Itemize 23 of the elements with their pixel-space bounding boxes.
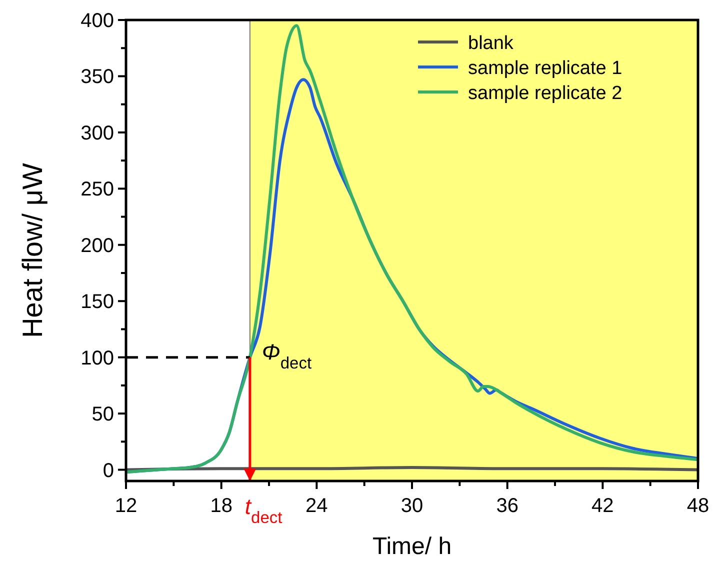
x-tick-label: 24 xyxy=(306,495,328,517)
x-axis-title: Time/ h xyxy=(372,533,452,560)
y-tick-label: 100 xyxy=(80,347,114,370)
y-tick-label: 300 xyxy=(80,122,114,144)
y-tick-label: 0 xyxy=(102,460,114,482)
y-tick-label: 50 xyxy=(92,404,114,426)
y-tick-label: 400 xyxy=(80,10,114,32)
x-tick-label: 36 xyxy=(496,495,518,517)
y-tick-label: 150 xyxy=(80,291,114,314)
y-axis-title: Heat flow/ μW xyxy=(17,162,48,338)
x-tick-label: 30 xyxy=(400,495,424,517)
legend-label: sample replicate 1 xyxy=(468,58,622,79)
x-tick-label: 18 xyxy=(210,495,232,517)
legend-label: sample replicate 2 xyxy=(468,83,622,104)
ref-line-label: t$_{dect}$ xyxy=(244,494,283,527)
ref-line-label: Φ$_{dect}$ xyxy=(262,339,312,372)
y-tick-label: 200 xyxy=(80,234,114,257)
x-tick-label: 48 xyxy=(686,495,710,517)
x-tick-label: 12 xyxy=(114,495,138,517)
y-tick-label: 250 xyxy=(80,178,114,201)
legend-label: blank xyxy=(468,33,514,54)
y-tick-label: 350 xyxy=(80,66,114,88)
x-tick-label: 42 xyxy=(592,495,614,517)
